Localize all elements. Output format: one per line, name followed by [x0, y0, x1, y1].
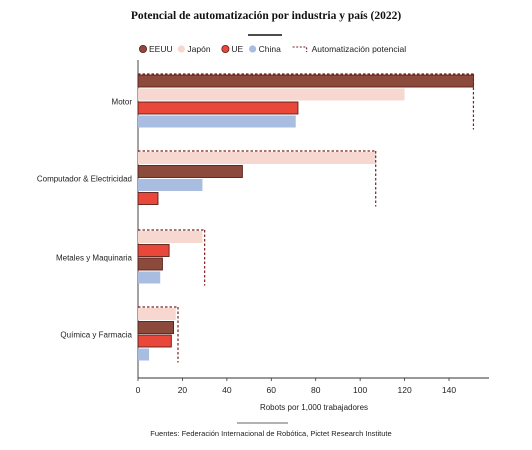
category-label-metales-y-maquinaria: Metales y Maquinaria [56, 253, 133, 262]
category-label-motor: Motor [112, 97, 133, 106]
legend-swatch-china [249, 45, 257, 53]
legend-swatch-eeuu [138, 45, 147, 54]
category-label-computador-electricidad: Computador & Electricidad [37, 174, 132, 183]
plot-area: Motor Computador & Electricidad Metales y … [37, 60, 475, 378]
legend-item-automatizacion-potencial: Automatización potencial [292, 44, 407, 54]
legend-swatch-automatizacion-potencial [292, 46, 308, 52]
bar-japon-motor [138, 88, 405, 101]
category-label-quimica-y-farmacia: Química y Farmacia [60, 330, 132, 339]
x-tick-label-60: 60 [267, 385, 277, 395]
x-tick-label-100: 100 [353, 385, 367, 395]
bar-ue-computador-electricidad [137, 192, 159, 205]
legend-item-ue: UE [221, 44, 244, 54]
legend-item-eeuu: EEUU [138, 44, 173, 54]
legend-label-ue: UE [231, 44, 243, 54]
legend-item-japon: Japón [177, 44, 211, 54]
legend-swatch-japon [177, 45, 185, 53]
bar-ue-metales-y-maquinaria [137, 244, 170, 257]
category-group-metales-y-maquinaria: Metales y Maquinaria [56, 229, 206, 286]
category-group-quimica-y-farmacia: Química y Farmacia [60, 306, 179, 363]
legend-label-automatizacion-potencial: Automatización potencial [312, 44, 407, 54]
bar-japon-metales-y-maquinaria [138, 231, 203, 243]
bar-eeuu-quimica-y-farmacia [137, 321, 174, 334]
category-group-computador-electricidad: Computador & Electricidad [37, 150, 377, 207]
bar-ue-quimica-y-farmacia [137, 334, 172, 348]
category-group-motor: Motor [112, 73, 475, 130]
bar-eeuu-metales-y-maquinaria [137, 257, 163, 271]
source-note: Fuentes: Federación Internacional de Rob… [150, 429, 391, 438]
legend: EEUU Japón UE China Automatización potencial [138, 44, 407, 54]
bar-china-metales-y-maquinaria [138, 271, 161, 284]
chart-title: Potencial de automatización por industri… [131, 10, 402, 22]
x-tick-label-120: 120 [397, 385, 411, 395]
bar-ue-motor [137, 101, 299, 115]
x-tick-label-80: 80 [311, 385, 321, 395]
legend-item-china: China [249, 44, 281, 54]
bar-china-computador-electricidad [138, 179, 203, 191]
x-tick-label-0: 0 [136, 385, 141, 395]
x-axis: 0 20 40 60 80 100 120 140 [136, 377, 489, 395]
bar-eeuu-motor [137, 74, 474, 88]
bar-japon-computador-electricidad [138, 152, 376, 164]
bar-china-quimica-y-farmacia [138, 348, 150, 361]
x-tick-label-140: 140 [442, 385, 456, 395]
bar-china-motor [138, 115, 296, 128]
legend-label-eeuu: EEUU [149, 44, 173, 54]
x-axis-label: Robots por 1,000 trabajadores [260, 403, 368, 412]
x-tick-label-20: 20 [178, 385, 188, 395]
legend-label-china: China [259, 44, 281, 54]
bar-japon-quimica-y-farmacia [138, 308, 176, 320]
legend-label-japon: Japón [187, 44, 210, 54]
x-tick-label-40: 40 [222, 385, 232, 395]
bar-eeuu-computador-electricidad [137, 165, 243, 178]
legend-swatch-ue [221, 45, 230, 54]
